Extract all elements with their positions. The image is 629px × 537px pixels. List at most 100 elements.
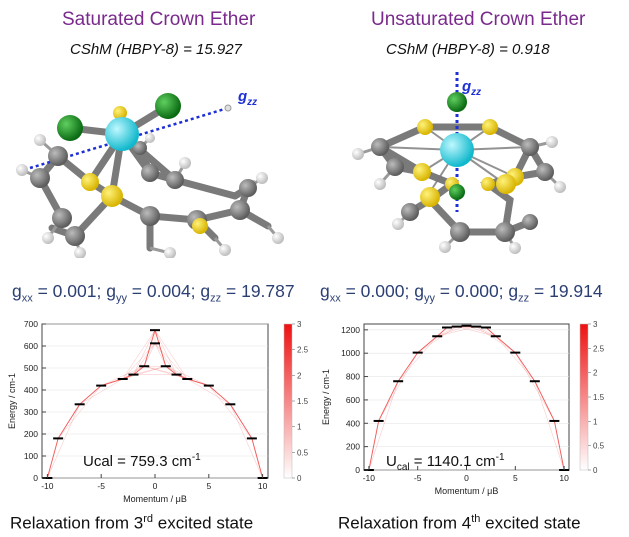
right-title: Unsaturated Crown Ether [371,9,586,30]
y-axis-label: Energy / cm-1 [7,373,17,429]
colorbar-tick-label: 0 [593,466,598,475]
transition-line [456,326,496,337]
transition-line [208,385,253,439]
left-molecule [16,93,284,258]
x-tick-label: 0 [153,481,158,491]
y-tick-label: 1200 [341,325,360,335]
right-molecule [352,72,566,254]
pathway-line [133,365,145,375]
x-tick-label: -5 [414,473,422,483]
pathway-line [495,335,516,353]
x-tick-label: 0 [464,473,469,483]
transition-line [417,326,457,353]
colorbar-tick-label: 2.5 [593,344,605,353]
right-g-values: gxx = 0.000; gyy = 0.000; gzz = 19.914 [320,281,603,305]
transition-line [437,326,457,337]
transition-line [368,381,399,471]
transition-line [154,343,166,367]
transition-line [476,326,496,337]
left-title: Saturated Crown Ether [62,9,256,30]
left-g-values: gxx = 0.001; gyy = 0.004; gzz = 19.787 [12,281,295,305]
y-tick-label: 400 [24,385,38,395]
pathway-line [154,330,167,367]
y-tick-label: 300 [24,407,38,417]
x-tick-label: 5 [513,473,518,483]
pathway-line [378,381,399,422]
left-ucal-label: Ucal = 759.3 cm-1 [83,452,201,470]
y-tick-label: 0 [355,465,360,475]
x-axis-label: Momentum / μB [435,486,499,496]
transition-line [165,366,209,386]
transition-line [187,378,231,405]
transition-line [79,378,123,405]
pathway-line [251,438,264,479]
y-tick-label: 100 [24,451,38,461]
left-cshm: CShM (HBPY-8) = 15.927 [70,41,242,58]
transition-line [122,343,156,380]
colorbar-tick-label: 0.5 [297,448,309,457]
colorbar-tick-label: 2 [297,371,302,380]
colorbar [579,323,589,471]
transition-line [57,385,102,439]
transition-line [230,404,263,479]
transition-line [154,343,188,380]
transition-line [101,366,145,386]
left-gzz-label: gzz [238,88,258,108]
pathway-line [417,335,438,353]
colorbar-tick-label: 1 [593,417,598,426]
transition-line [144,365,177,375]
transition-line [397,336,438,382]
y-tick-label: 800 [346,372,360,382]
pathway-line [397,352,419,382]
pathway-line [368,420,380,471]
pathway-line [57,404,81,439]
x-axis-label: Momentum / μB [123,494,187,504]
x-tick-label: 5 [206,481,211,491]
right-gzz-label: gzz [462,78,482,98]
y-tick-label: 700 [24,319,38,329]
transition-line [144,366,188,380]
transition-line [133,330,156,375]
transition-line [122,366,145,380]
transition-line [378,352,418,422]
transition-line [437,326,477,337]
transition-line [154,330,177,375]
transition-line [476,326,516,353]
transition-line [515,352,555,422]
pathway-line [79,385,102,405]
right-ucal-label: Ucal = 1140.1 cm-1 [386,452,505,473]
y-tick-label: 200 [346,442,360,452]
pathway-line [208,385,231,405]
colorbar-tick-label: 3 [297,320,302,329]
pathway-line [553,420,565,471]
transition-line [154,330,188,380]
pathway-line [101,378,123,387]
transition-line [122,330,156,380]
colorbar-tick-label: 2.5 [297,346,309,355]
transition-line [165,366,188,380]
pathway-line [534,381,555,422]
colorbar-tick-label: 1.5 [297,397,309,406]
y-tick-label: 1000 [341,348,360,358]
pathway-line [229,404,253,439]
x-tick-label: -10 [41,481,54,491]
x-tick-label: 10 [559,473,569,483]
transition-line [122,366,166,380]
left-caption: Relaxation from 3rd excited state [10,513,254,533]
pathway-line [143,330,156,367]
colorbar-tick-label: 0.5 [593,442,605,451]
colorbar-tick-label: 0 [297,474,302,483]
plot-frame [363,323,570,471]
x-tick-label: 10 [258,481,268,491]
pathway-line [485,327,497,337]
y-tick-label: 600 [346,395,360,405]
transition-line [144,343,156,367]
x-tick-label: -5 [97,481,105,491]
right-caption: Relaxation from 4th excited state [338,513,581,533]
pathway-line [165,365,177,375]
pathway-line [187,378,209,387]
transition-line [154,343,177,375]
colorbar [283,323,293,479]
